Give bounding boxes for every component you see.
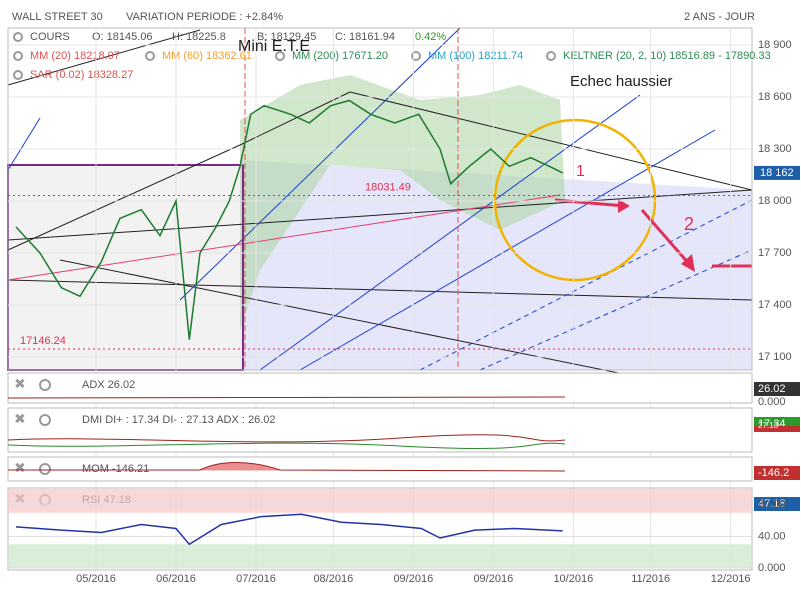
gear-icon: [411, 51, 421, 61]
legend-entry: SAR (0.02) 18328.27: [30, 69, 133, 81]
panel-box: [754, 426, 800, 432]
channel-fill: [240, 160, 752, 370]
indicator-line: [7, 442, 566, 449]
x-tick-label: 12/2016: [711, 573, 751, 585]
trend-line: [7, 117, 41, 171]
legend-entry: MM (200) 17671.20: [292, 50, 388, 62]
close-icon: ✖: [14, 411, 26, 427]
legend-entry: B: 18129.45: [257, 31, 316, 43]
trend-line: [299, 129, 716, 371]
y-tick-label: 80.00: [758, 499, 786, 511]
gear-icon: [39, 379, 51, 391]
legend-entry: C: 18161.94: [335, 31, 395, 43]
panel-axis: 0.000: [758, 396, 786, 408]
trend-line: [7, 144, 241, 251]
indicator-line: [7, 396, 566, 399]
gear-icon: [546, 51, 556, 61]
x-tick-label: 09/2016: [393, 573, 433, 585]
panel-box-value: 27.13: [758, 421, 779, 430]
trend-line: [239, 91, 351, 146]
trend-line: [479, 249, 753, 371]
panel-box: [754, 466, 800, 480]
variation: VARIATION PERIODE : +2.84%: [126, 11, 283, 23]
close-icon: ✖: [14, 460, 26, 476]
trend-line: [419, 199, 753, 371]
y-tick-label: 17 700: [758, 247, 792, 259]
panel-box-value: 26.02: [758, 383, 786, 395]
main-plot: [7, 27, 753, 401]
legend-entry: MM (20) 18218.07: [30, 50, 120, 62]
legend-entry: O: 18145.06: [92, 31, 153, 43]
panel-box: [754, 382, 800, 396]
gear-icon: [13, 32, 23, 42]
gear-icon: [13, 70, 23, 80]
panel-border: [7, 487, 753, 571]
legend-entry: COURS: [30, 31, 70, 43]
plot-border: [7, 27, 753, 371]
panel-border: [7, 456, 753, 482]
y-tick-label: 18 600: [758, 91, 792, 103]
range-box: [8, 165, 243, 370]
x-tick-label: 08/2016: [313, 573, 353, 585]
instrument: WALL STREET 30: [12, 11, 103, 23]
panel-box-value: -146.2: [758, 467, 789, 479]
legend-entry: H: 18225.8: [172, 31, 226, 43]
gear-icon: [39, 414, 51, 426]
level-label: 17146.24: [20, 335, 66, 347]
highlight-ellipse: [493, 118, 657, 282]
indicator-line: [7, 434, 566, 443]
trend-line: [7, 189, 753, 241]
x-tick-label: 07/2016: [236, 573, 276, 585]
panel-label: MOM -146.21: [82, 463, 149, 475]
legend-entry: KELTNER (20, 2, 10) 18516.89 - 17890.33: [563, 50, 771, 62]
x-tick-label: 10/2016: [553, 573, 593, 585]
y-tick-label: 0.000: [758, 562, 786, 574]
trend-line: [349, 91, 753, 191]
ma-line: [7, 194, 561, 281]
panel-label: DMI DI+ : 17.34 DI- : 27.13 ADX : 26.02: [82, 414, 276, 426]
x-tick-label: 11/2016: [631, 573, 670, 585]
arrow-head: [618, 199, 630, 213]
close-icon: ✖: [14, 376, 26, 392]
trend-line: [7, 279, 753, 301]
period: 2 ANS - JOUR: [684, 11, 755, 23]
annotation: 1: [576, 163, 585, 180]
annotation: Echec haussier: [570, 73, 673, 90]
panel-box: [754, 497, 800, 511]
y-tick-label: 18 000: [758, 195, 792, 207]
legend-entry: MM (60) 18362.61: [162, 50, 252, 62]
legend-entry: MM (100) 18211.74: [428, 50, 523, 62]
panel-box-value: 47.18: [758, 498, 786, 510]
x-tick-label: 09/2016: [473, 573, 513, 585]
level-label: 18031.49: [365, 181, 411, 193]
indicator-line: [8, 462, 566, 472]
x-tick-label: 06/2016: [156, 573, 196, 585]
price-line: [15, 99, 564, 340]
gear-icon: [13, 51, 23, 61]
y-tick-label: 18 900: [758, 39, 792, 51]
x-tick-label: 05/2016: [76, 573, 116, 585]
arrow-head: [681, 254, 695, 272]
trend-line: [7, 29, 201, 86]
price-line: [15, 513, 563, 546]
y-tick-label: 18 300: [758, 143, 792, 155]
last-price-box: [754, 165, 800, 180]
y-tick-label: 17 400: [758, 299, 792, 311]
panel-label: ADX 26.02: [82, 379, 135, 391]
y-tick-label: 17 100: [758, 351, 792, 363]
last-price: 18 162: [760, 167, 794, 179]
annotation: Mini E.T.E: [238, 38, 310, 55]
oversold-zone: [8, 544, 752, 568]
y-tick-label: 40.00: [758, 530, 786, 542]
legend-entry: 0.42%: [415, 31, 446, 43]
gear-icon: [39, 463, 51, 475]
overbought-zone: [8, 489, 752, 513]
trend-line: [259, 94, 641, 371]
keltner-band: [240, 75, 565, 330]
annotation: 2: [684, 214, 694, 234]
gear-icon: [145, 51, 155, 61]
arrow: [640, 209, 692, 266]
gear-icon: [275, 51, 285, 61]
